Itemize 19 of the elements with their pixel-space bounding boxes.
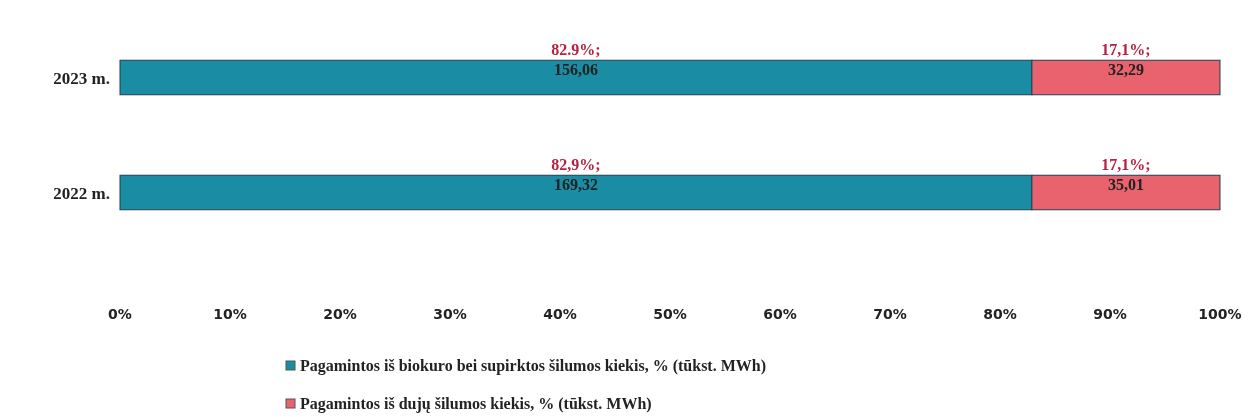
x-tick-label: 10%: [213, 306, 247, 322]
data-label: 82,9%; 169,32: [551, 156, 601, 194]
x-tick-label: 40%: [543, 306, 577, 322]
x-tick-label: 0%: [108, 306, 132, 322]
data-label: 17,1%; 32,29: [1101, 41, 1151, 79]
y-tick-label: 2022 m.: [53, 183, 110, 203]
x-tick-label: 80%: [983, 306, 1017, 322]
data-label: 82.9%; 156,06: [551, 41, 601, 79]
x-tick-label: 20%: [323, 306, 357, 322]
legend-label: Pagamintos iš biokuro bei supirktos šilumos kiekis, % (tūkst. MWh): [300, 357, 767, 375]
legend-label: Pagamintos iš dujų šilumos kiekis, % (tūkst. MWh): [300, 395, 652, 413]
x-tick-label: 30%: [433, 306, 467, 322]
x-tick-label: 70%: [873, 306, 907, 322]
data-label: 17,1%; 35,01: [1101, 156, 1151, 194]
x-tick-label: 90%: [1093, 306, 1127, 322]
x-tick-label: 60%: [763, 306, 797, 322]
y-tick-label: 2023 m.: [53, 68, 110, 88]
x-tick-label: 50%: [653, 306, 687, 322]
x-tick-label: 100%: [1198, 306, 1242, 322]
